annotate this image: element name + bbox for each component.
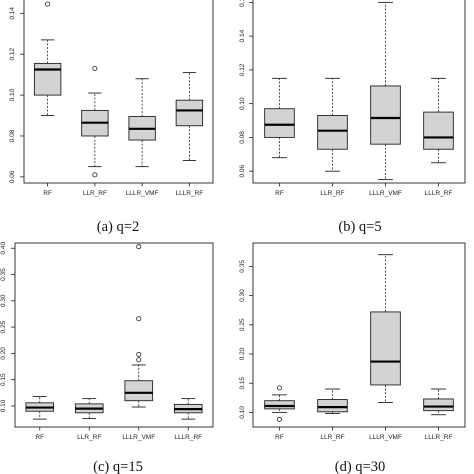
panel-c-frame: [14, 242, 214, 428]
panel-c: 0.10 0.15 0.20 0.25 0.30 0.35 0.40 RF LLR_RF LLLR…: [0, 242, 214, 474]
category-label: LLLR_VMF: [126, 190, 159, 197]
category-label: LLLR_VMF: [369, 190, 402, 197]
outlier-point: [136, 244, 142, 250]
category-label: RF: [35, 434, 44, 441]
outlier-point: [92, 66, 98, 72]
panel-b-frame: [252, 0, 466, 184]
y-tick-label: 0.10: [239, 97, 246, 110]
y-tick-label: 0.25: [0, 320, 7, 333]
category-label: LLR_RF: [83, 190, 107, 197]
y-tick-label: 0.06: [239, 164, 246, 177]
iqr-box: [423, 111, 454, 150]
y-tick-label: 0.08: [9, 129, 16, 142]
iqr-box: [33, 62, 62, 96]
panel-d-marks: 0.10 0.15 0.20 0.25 0.30 0.35 RF LLR_RF LLLR_VMF…: [239, 242, 466, 441]
y-tick-label: 0.20: [0, 347, 7, 360]
panel-a: 0.06 0.08 0.10 0.12 0.14 RF LLR_RF LLLR_VMF LLLR…: [9, 0, 214, 235]
panel-a-caption: (a) q=2: [97, 219, 139, 235]
y-tick-label: 0.35: [239, 260, 246, 273]
category-label: LLLR_VMF: [122, 434, 155, 441]
outlier-point: [276, 416, 282, 422]
y-tick-label: 0.10: [0, 399, 7, 412]
outlier-point: [136, 316, 142, 322]
category-label: RF: [275, 434, 284, 441]
y-tick-label: 0.40: [0, 242, 7, 255]
panel-d: 0.10 0.15 0.20 0.25 0.30 0.35 RF LLR_RF LLLR_VMF…: [239, 242, 466, 474]
category-label: LLLR_RF: [175, 190, 203, 197]
panel-a-marks: 0.06 0.08 0.10 0.12 0.14 RF LLR_RF LLLR_VMF LLLR…: [9, 0, 214, 197]
y-tick-label: 0.15: [0, 373, 7, 386]
iqr-box: [317, 399, 348, 413]
iqr-box: [264, 400, 295, 410]
y-tick-label: 0.12: [9, 47, 16, 60]
category-label: LLLR_RF: [425, 434, 453, 441]
iqr-box: [370, 311, 401, 386]
category-label: LLR_RF: [77, 434, 101, 441]
iqr-box: [264, 108, 295, 138]
panel-b: 0.06 0.08 0.10 0.12 0.14 0.1 RF LLR_RF LLLR_VMF L…: [239, 0, 466, 235]
category-label: RF: [275, 190, 284, 197]
y-tick-label: 0.10: [239, 406, 246, 419]
y-tick-label: 0.25: [239, 318, 246, 331]
category-label: LLR_RF: [320, 434, 344, 441]
y-tick-label: 0.30: [239, 289, 246, 302]
panel-b-caption: (b) q=5: [338, 219, 381, 235]
outlier-point: [136, 357, 142, 363]
outlier-point: [136, 351, 142, 357]
iqr-box: [317, 115, 348, 150]
iqr-box: [370, 85, 401, 145]
y-tick-label: 0.14: [239, 29, 246, 42]
panel-d-frame: [252, 242, 466, 428]
iqr-box: [423, 398, 454, 412]
category-label: LLR_RF: [320, 190, 344, 197]
category-label: LLLR_RF: [425, 190, 453, 197]
y-tick-label: 0.30: [0, 294, 7, 307]
y-tick-label: 0.15: [239, 376, 246, 389]
outlier-point: [92, 172, 98, 178]
y-tick-label: 0.12: [239, 63, 246, 76]
y-tick-label: 0.20: [239, 347, 246, 360]
outlier-point: [45, 1, 51, 7]
y-tick-label: 0.1: [239, 0, 246, 7]
y-tick-label: 0.14: [9, 7, 16, 20]
iqr-box: [175, 99, 204, 127]
y-tick-label: 0.35: [0, 268, 7, 281]
panel-a-frame: [23, 0, 214, 184]
panel-c-marks: 0.10 0.15 0.20 0.25 0.30 0.35 0.40 RF LLR_RF LLLR…: [0, 242, 214, 441]
outlier-point: [276, 385, 282, 391]
panel-c-caption: (c) q=15: [93, 459, 143, 474]
category-label: RF: [43, 190, 52, 197]
panel-d-caption: (d) q=30: [335, 459, 385, 474]
iqr-box: [124, 380, 154, 402]
panel-b-marks: 0.06 0.08 0.10 0.12 0.14 0.1 RF LLR_RF LLLR_VMF L…: [239, 0, 466, 197]
y-tick-label: 0.10: [9, 88, 16, 101]
category-label: LLLR_RF: [174, 434, 202, 441]
category-label: LLLR_VMF: [369, 434, 402, 441]
y-tick-label: 0.08: [239, 131, 246, 144]
y-tick-label: 0.06: [9, 170, 16, 183]
